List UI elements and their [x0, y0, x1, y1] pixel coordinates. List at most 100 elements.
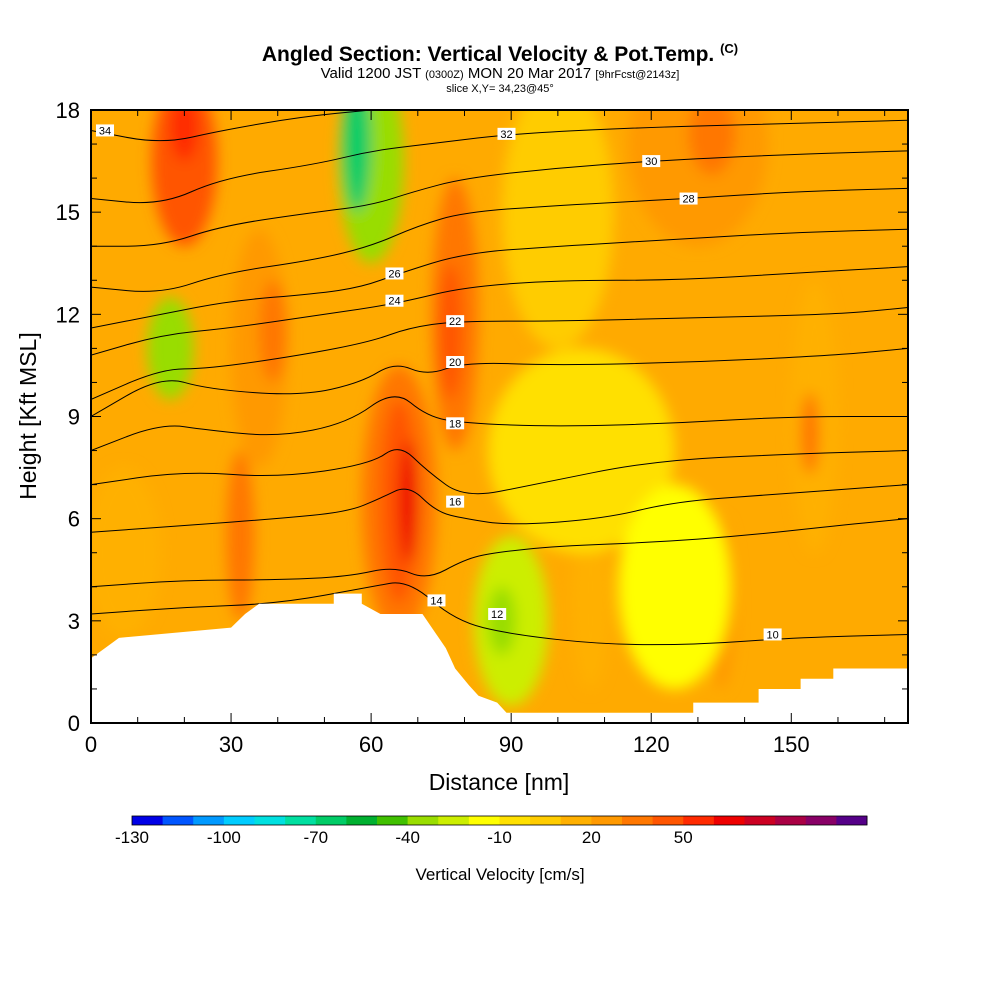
- isentrope-label-bg-28: [679, 192, 698, 205]
- isentrope-label-14: 14: [430, 595, 442, 607]
- velocity-cell-24: [618, 484, 731, 689]
- colorbar-swatch-18: [683, 816, 715, 825]
- y-tick-label-12: 12: [56, 302, 80, 327]
- colorbar-tick-0: -130: [115, 828, 149, 847]
- isentrope-label-bg-32: [497, 127, 516, 140]
- velocity-cell-14: [800, 392, 820, 475]
- colorbar-swatch-10: [438, 816, 470, 825]
- colorbar-swatch-5: [285, 816, 317, 825]
- isentrope-label-bg-22: [446, 315, 465, 328]
- isentrope-label-28: 28: [682, 194, 694, 206]
- isentrope-label-bg-18: [446, 417, 465, 430]
- velocity-cell-16: [688, 110, 736, 175]
- colorbar: -130 -100 -70 -40 -10 20 50: [115, 815, 868, 847]
- chart-title: Angled Section: Vertical Velocity & Pot.…: [261, 41, 739, 66]
- isentrope-32: [91, 119, 908, 204]
- colorbar-tick-1: -100: [207, 828, 241, 847]
- colorbar-swatch-4: [254, 816, 286, 825]
- colorbar-swatch-2: [193, 816, 225, 825]
- x-tick-label-0: 0: [85, 732, 97, 757]
- colorbar-swatch-3: [223, 816, 255, 825]
- velocity-cell-0: [151, 110, 218, 247]
- velocity-cell-5: [438, 263, 463, 400]
- isentrope-20: [91, 347, 908, 417]
- y-tick-label-0: 0: [68, 711, 80, 736]
- velocity-cell-17: [501, 110, 614, 349]
- colorbar-swatch-19: [713, 816, 745, 825]
- colorbar-tick-5: 20: [582, 828, 601, 847]
- y-tick-label-3: 3: [68, 609, 80, 634]
- plot-area: 10 12 14 16 18 20 22 24 26 28 30 32 34: [91, 110, 908, 723]
- colorbar-swatch-22: [805, 816, 837, 825]
- velocity-field: [91, 110, 838, 706]
- velocity-cell-22: [487, 586, 516, 655]
- valid-time-line: Valid 1200 JST (0300Z) MON 20 Mar 2017 […: [320, 65, 680, 82]
- slice-info: slice X,Y= 34,23@45°: [446, 83, 554, 95]
- isentrope-16: [91, 449, 908, 495]
- velocity-cell-20: [147, 297, 194, 400]
- velocity-cell-3: [259, 280, 288, 383]
- isentrope-18: [91, 396, 908, 452]
- isentrope-label-16: 16: [449, 497, 461, 509]
- x-tick-label-150: 150: [773, 732, 810, 757]
- y-tick-label-15: 15: [56, 200, 80, 225]
- isentrope-label-22: 22: [449, 316, 461, 328]
- colorbar-swatch-11: [468, 816, 500, 825]
- colorbar-swatch-16: [622, 816, 654, 825]
- isentrope-label-bg-10: [763, 628, 782, 641]
- isentrope-label-26: 26: [388, 268, 400, 280]
- forecast-info: [9hrFcst@2143z]: [595, 69, 680, 81]
- colorbar-swatch-0: [132, 816, 164, 825]
- isentrope-12: [91, 518, 908, 588]
- velocity-cell-9: [226, 450, 255, 621]
- x-axis-label: Distance [nm]: [429, 769, 570, 795]
- colorbar-swatch-14: [560, 816, 592, 825]
- colorbar-frame: [131, 815, 868, 826]
- colorbar-swatch-17: [652, 816, 684, 825]
- isentrope-30: [91, 150, 908, 247]
- isentrope-label-bg-14: [427, 594, 446, 607]
- colorbar-swatch-20: [744, 816, 776, 825]
- y-tick-label-9: 9: [68, 405, 80, 430]
- valid-utc: (0300Z): [425, 69, 464, 81]
- colorbar-swatch-6: [315, 816, 347, 825]
- colorbar-swatch-9: [407, 816, 439, 825]
- velocity-cell-11: [571, 518, 610, 689]
- colorbar-tick-6: 50: [674, 828, 693, 847]
- colorbar-swatch-15: [591, 816, 623, 825]
- axis-ticks: 0 30 60 90 120 150 0 3 6 9 12 15 18: [56, 98, 908, 757]
- colorbar-swatch-12: [499, 816, 531, 825]
- isentrope-label-24: 24: [388, 296, 400, 308]
- isentrope-label-20: 20: [449, 357, 461, 369]
- isentrope-label-34: 34: [99, 125, 111, 137]
- velocity-cell-23: [487, 348, 675, 553]
- velocity-cell-19: [343, 110, 372, 213]
- y-tick-label-6: 6: [68, 507, 80, 532]
- isentrope-label-30: 30: [645, 156, 657, 168]
- velocity-cell-8: [399, 440, 418, 563]
- x-tick-label-30: 30: [219, 732, 243, 757]
- isentrope-label-bg-34: [96, 124, 115, 137]
- terrain-mask: [91, 593, 908, 723]
- colorbar-swatch-13: [530, 816, 562, 825]
- x-tick-label-60: 60: [359, 732, 383, 757]
- x-tick-label-90: 90: [499, 732, 523, 757]
- velocity-cell-10: [91, 467, 162, 638]
- colorbar-swatch-21: [775, 816, 807, 825]
- colorbar-swatch-8: [377, 816, 409, 825]
- velocity-cell-1: [170, 110, 199, 162]
- isentrope-label-12: 12: [491, 609, 503, 621]
- colorbar-tick-4: -10: [487, 828, 512, 847]
- isentrope-label-32: 32: [500, 129, 512, 141]
- title-suffix: (C): [720, 41, 739, 56]
- x-tick-label-120: 120: [633, 732, 670, 757]
- isentrope-label-bg-26: [385, 267, 404, 280]
- isentrope-label-10: 10: [766, 629, 778, 641]
- colorbar-swatch-7: [346, 816, 378, 825]
- colorbar-tick-2: -70: [303, 828, 328, 847]
- isentrope-label-18: 18: [449, 418, 461, 430]
- isentrope-22: [91, 307, 908, 400]
- isentrope-labels: 10 12 14 16 18 20 22 24 26 28 30 32 34: [96, 124, 782, 641]
- colorbar-label: Vertical Velocity [cm/s]: [415, 865, 584, 884]
